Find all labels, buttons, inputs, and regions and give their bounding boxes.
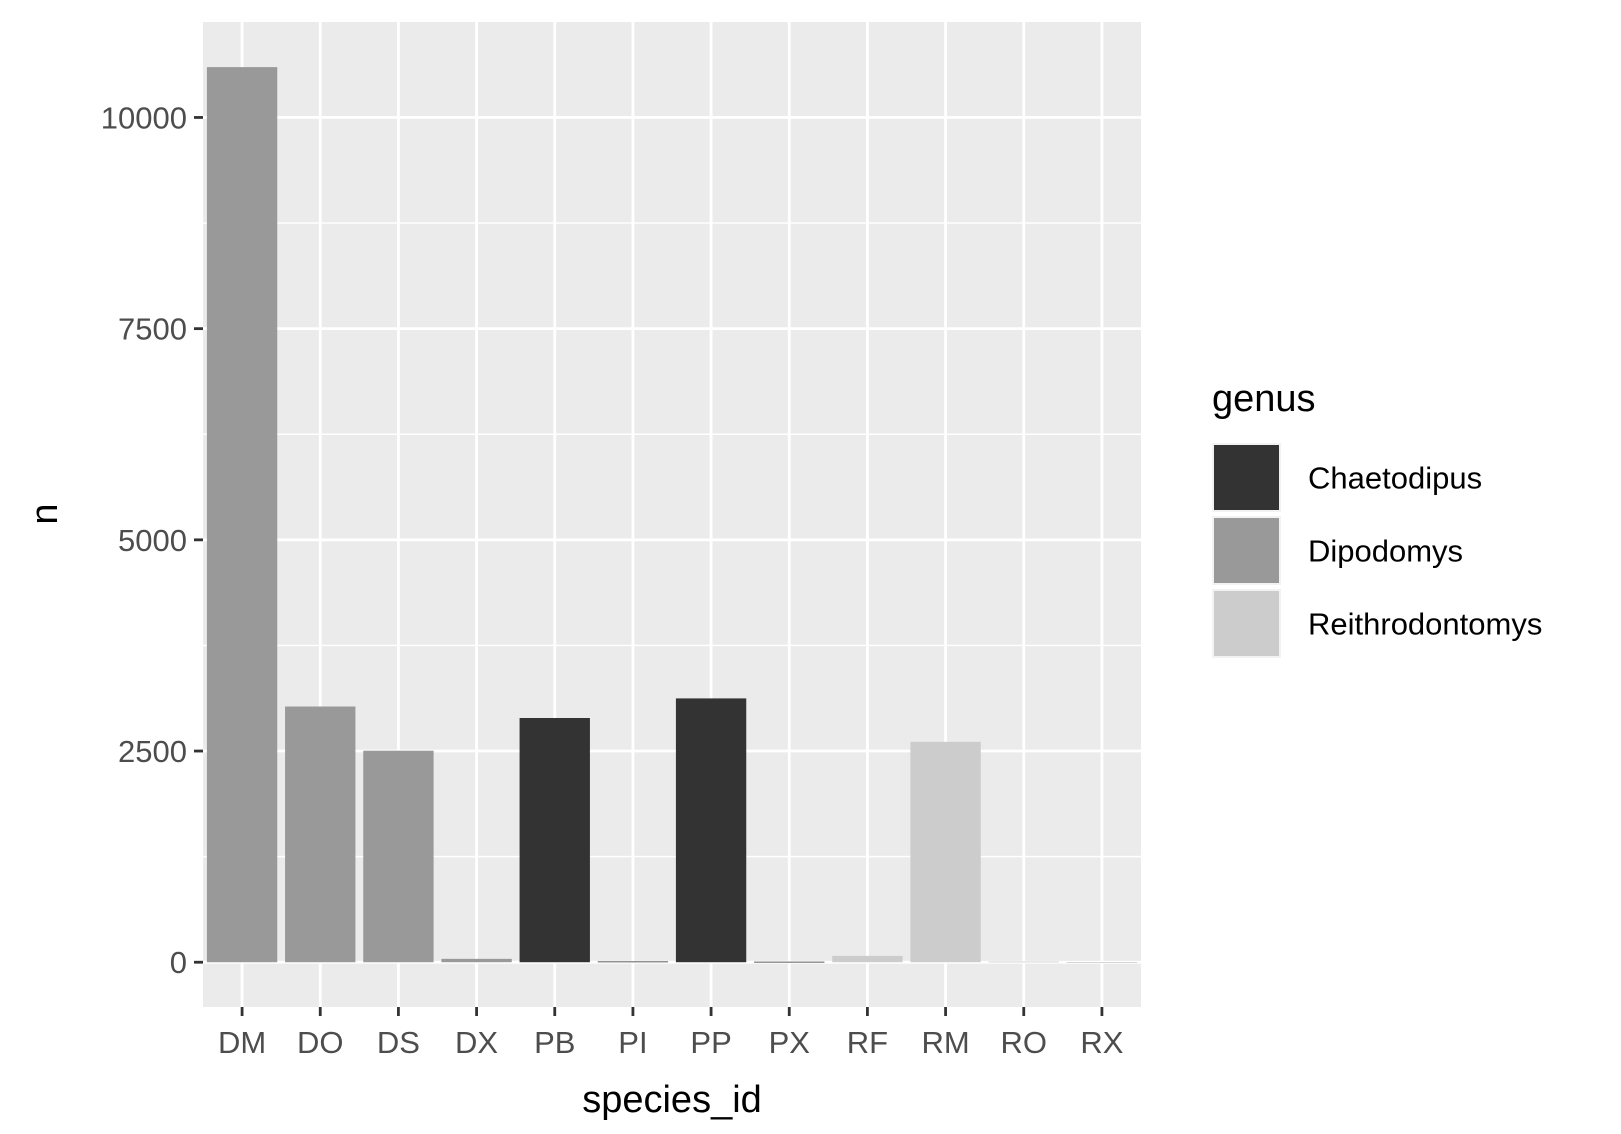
bar-do <box>285 706 356 963</box>
legend-label-dipodomys: Dipodomys <box>1308 534 1463 569</box>
bar-rf <box>832 955 903 963</box>
legend-label-reithrodontomys: Reithrodontomys <box>1308 607 1542 642</box>
plot-panel <box>203 22 1141 1007</box>
x-axis: DM DO DS DX PB PI PP PX RF RM RO RX <box>218 1007 1124 1060</box>
bar-dm <box>206 67 278 963</box>
bar-ds <box>363 750 434 963</box>
bar-pb <box>519 718 590 963</box>
legend-swatch-dipodomys <box>1214 518 1279 583</box>
y-axis-title: n <box>24 503 66 524</box>
bar-pp <box>675 698 747 963</box>
bar-ro <box>988 961 1059 963</box>
bar-px <box>754 961 825 963</box>
y-tick-label: 5000 <box>118 523 187 558</box>
minor-gridlines <box>203 222 1141 858</box>
legend-swatch-reithrodontomys <box>1214 591 1279 656</box>
y-tick-label: 0 <box>170 945 187 980</box>
x-tick-label: DO <box>297 1025 344 1060</box>
x-tick-label: PX <box>769 1025 811 1060</box>
x-tick-label: DS <box>377 1025 420 1060</box>
x-tick-label: PB <box>534 1025 575 1060</box>
y-axis: 0 2500 5000 7500 10000 <box>101 100 203 980</box>
y-tick-label: 7500 <box>118 312 187 347</box>
bar-rm <box>910 741 981 963</box>
y-tick-label: 2500 <box>118 734 187 769</box>
x-tick-label: PP <box>690 1025 731 1060</box>
bar-rx <box>1066 962 1138 963</box>
x-tick-label: RO <box>1001 1025 1048 1060</box>
legend: genus Chaetodipus Dipodomys Reithrodontomy… <box>1212 378 1542 658</box>
x-tick-label: PI <box>618 1025 647 1060</box>
x-tick-label: RM <box>921 1025 969 1060</box>
bars <box>206 67 1138 963</box>
x-tick-label: RF <box>847 1025 888 1060</box>
legend-label-chaetodipus: Chaetodipus <box>1308 461 1482 496</box>
legend-swatch-chaetodipus <box>1214 445 1279 510</box>
x-tick-label: DM <box>218 1025 266 1060</box>
y-tick-label: 10000 <box>101 100 187 135</box>
legend-title: genus <box>1212 378 1316 420</box>
x-tick-label: RX <box>1080 1025 1123 1060</box>
x-tick-label: DX <box>455 1025 498 1060</box>
bar-dx <box>441 958 512 963</box>
bar-pi <box>597 961 669 963</box>
x-axis-title: species_id <box>582 1079 762 1121</box>
